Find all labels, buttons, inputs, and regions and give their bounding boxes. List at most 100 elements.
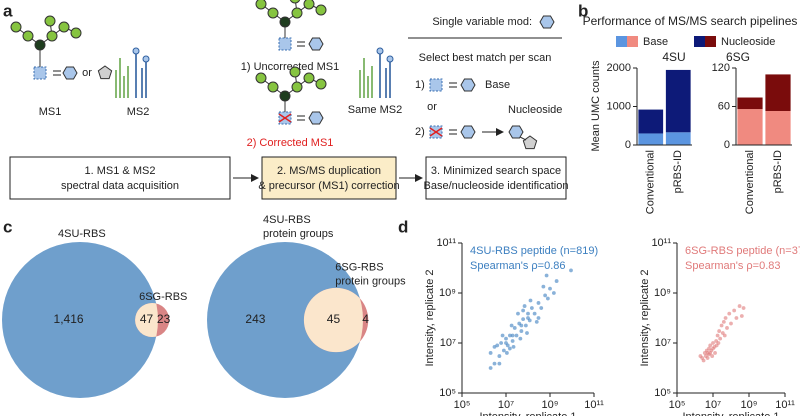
point (732, 308, 737, 313)
venn-count: 45 (327, 312, 341, 326)
point (522, 304, 527, 308)
point (723, 316, 728, 320)
set-label: protein groups (263, 228, 334, 240)
y-tick-label: 10⁵ (654, 387, 671, 399)
point (492, 361, 497, 366)
series-label: 6SG-RBS peptide (n=37) (685, 245, 800, 257)
point (705, 356, 710, 360)
venn-count: 243 (245, 312, 265, 326)
point (501, 348, 506, 353)
x-tick-label: pRBS-ID (772, 150, 784, 193)
step-text: 2. MS/MS duplication (277, 165, 381, 177)
point (548, 286, 552, 291)
residue (315, 78, 327, 90)
legend-label: Base (643, 36, 668, 48)
venn-overlap (303, 287, 363, 353)
residue (315, 4, 327, 16)
point (536, 301, 541, 305)
x-tick-label: Conventional (645, 150, 657, 214)
x-tick-label: 10⁵ (669, 399, 686, 411)
point (504, 341, 508, 345)
x-tick-label: 10¹¹ (775, 399, 795, 411)
step-box (9, 156, 231, 200)
point (528, 298, 533, 303)
point (507, 346, 512, 351)
bar-segment (665, 132, 691, 145)
bar-segment (765, 110, 791, 145)
point (711, 341, 715, 345)
point (734, 316, 739, 320)
point (551, 291, 556, 295)
step-text: spectral data acquisition (61, 180, 179, 192)
point (739, 314, 744, 318)
panel-label: a (3, 1, 13, 20)
residue (267, 7, 279, 19)
bar-segment (638, 133, 664, 145)
x-tick-label: 10⁷ (498, 399, 514, 411)
point (725, 326, 729, 330)
y-tick-label: 0 (724, 139, 730, 151)
label: or (82, 67, 92, 79)
y-tick-label: 10¹¹ (651, 237, 671, 249)
point (505, 351, 509, 355)
point (497, 361, 502, 366)
hexagon-icon (539, 15, 555, 29)
square-icon (278, 37, 292, 51)
point (526, 316, 530, 320)
cross-icon (278, 113, 292, 123)
series-label: 4SU-RBS peptide (n=819) (470, 245, 598, 257)
point (499, 341, 504, 345)
label: Same MS2 (348, 104, 402, 116)
point (708, 343, 713, 348)
point (541, 284, 546, 289)
panel-label: b (578, 1, 588, 20)
point (715, 333, 720, 338)
hexagon-icon (460, 125, 476, 139)
x-tick-label: pRBS-ID (672, 150, 684, 193)
point (554, 279, 559, 283)
step-box (425, 156, 567, 200)
legend-swatch (627, 36, 638, 47)
point (488, 366, 493, 370)
point (544, 273, 549, 278)
residue (291, 81, 303, 93)
label: MS2 (127, 106, 150, 118)
venn-count: 4 (362, 312, 369, 326)
annotation: Spearman's ρ=0.86 (470, 260, 566, 272)
panel-label: d (398, 217, 408, 236)
pentagon-icon (97, 65, 113, 80)
point (539, 306, 544, 310)
point (514, 333, 519, 338)
square-icon (33, 66, 47, 80)
step-text: & precursor (MS1) correction (258, 180, 399, 192)
venn-set (2, 242, 158, 398)
point (510, 339, 515, 343)
point (722, 333, 727, 338)
point (523, 323, 528, 328)
x-tick-label: Conventional (744, 150, 756, 214)
point (488, 351, 493, 355)
point (504, 336, 508, 341)
label: Nucleoside (508, 104, 562, 116)
legend-swatch (694, 36, 705, 47)
set-label: 6SG-RBS (139, 291, 187, 303)
x-axis-label: Intensity, replicate 1 (479, 411, 576, 416)
point (536, 316, 541, 320)
set-label: 6SG-RBS (335, 262, 383, 274)
hexagon-icon (508, 125, 524, 139)
point (525, 331, 529, 335)
residue (303, 72, 315, 84)
residue (303, 0, 315, 10)
hexagon-icon (308, 111, 324, 125)
residue (289, 66, 301, 78)
point (521, 308, 526, 313)
point (497, 354, 502, 358)
y-tick-label: 10¹¹ (436, 237, 456, 249)
label: 1) (415, 79, 425, 91)
point (519, 323, 524, 328)
point (719, 323, 724, 328)
venn-count: 1,416 (54, 312, 84, 326)
point (511, 344, 516, 349)
point (534, 319, 539, 324)
